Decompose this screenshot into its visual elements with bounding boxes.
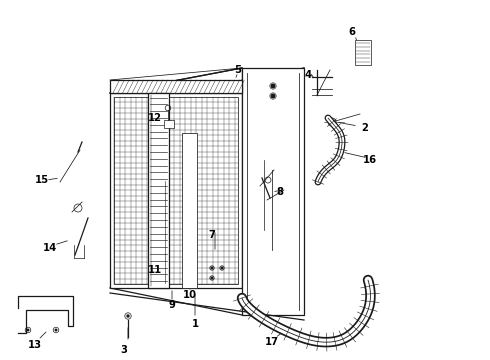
Circle shape bbox=[27, 329, 29, 331]
Circle shape bbox=[211, 277, 213, 279]
Bar bbox=[148, 93, 169, 288]
Text: 9: 9 bbox=[169, 300, 175, 310]
Text: 1: 1 bbox=[192, 319, 198, 329]
Text: 15: 15 bbox=[35, 175, 49, 185]
Bar bbox=[110, 80, 242, 93]
Text: 2: 2 bbox=[362, 123, 368, 133]
Bar bbox=[164, 120, 174, 128]
Text: 10: 10 bbox=[183, 290, 197, 300]
Text: 16: 16 bbox=[363, 155, 377, 165]
Circle shape bbox=[271, 84, 275, 88]
Text: 7: 7 bbox=[209, 230, 216, 240]
Circle shape bbox=[221, 267, 223, 269]
Text: 17: 17 bbox=[265, 337, 279, 347]
Text: 12: 12 bbox=[148, 113, 162, 123]
Text: 11: 11 bbox=[148, 265, 162, 275]
Bar bbox=[110, 93, 242, 288]
Bar bbox=[182, 133, 197, 288]
Circle shape bbox=[211, 267, 213, 269]
Bar bbox=[355, 40, 371, 65]
Text: 14: 14 bbox=[43, 243, 57, 253]
Bar bbox=[114, 97, 238, 284]
Text: 13: 13 bbox=[28, 340, 42, 350]
Text: 3: 3 bbox=[121, 345, 127, 355]
Text: 8: 8 bbox=[276, 187, 284, 197]
Text: 6: 6 bbox=[348, 27, 356, 37]
Circle shape bbox=[55, 329, 57, 331]
Circle shape bbox=[127, 315, 129, 317]
Circle shape bbox=[271, 94, 275, 98]
Text: 5: 5 bbox=[235, 65, 242, 75]
Text: 4: 4 bbox=[304, 70, 312, 80]
Bar bbox=[242, 68, 304, 315]
